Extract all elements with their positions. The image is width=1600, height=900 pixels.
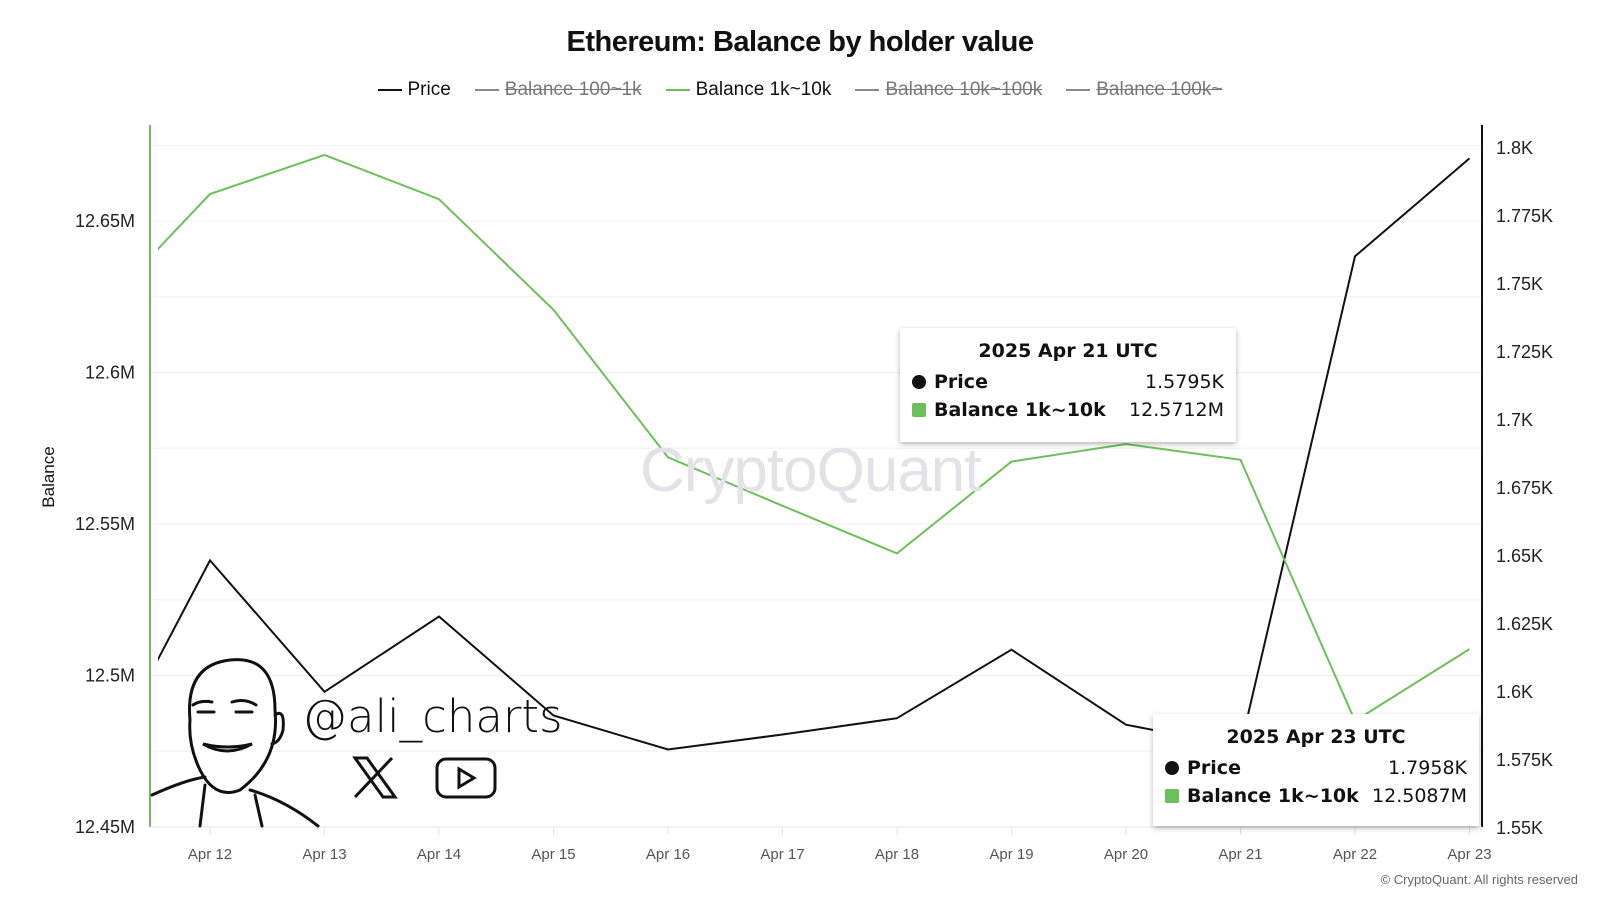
legend-swatch [665, 89, 690, 91]
author-handle: @ali_charts [302, 690, 563, 743]
x-tick-label: Apr 15 [531, 846, 575, 863]
legend-swatch [855, 89, 880, 91]
y-right-tick-label: 1.8K [1496, 138, 1533, 158]
x-tick-label: Apr 23 [1447, 846, 1491, 863]
balance-marker-icon [1165, 789, 1179, 803]
x-tick-label: Apr 22 [1333, 846, 1377, 863]
x-tick-label: Apr 14 [417, 846, 461, 863]
watermark: CryptoQuant [640, 436, 982, 505]
y-left-tick-label: 12.45M [75, 817, 135, 837]
tooltip-value: 12.5712M [1129, 399, 1224, 421]
y-right-tick-label: 1.575K [1496, 750, 1553, 770]
x-tick-label: Apr 21 [1218, 846, 1262, 863]
price-marker-icon [1165, 761, 1179, 775]
legend-swatch [474, 89, 499, 91]
legend-item[interactable]: Balance 100k~ [1066, 79, 1222, 101]
tooltip-value: 1.5795K [1145, 371, 1224, 393]
price-marker-icon [912, 375, 926, 389]
legend-label: Price [407, 79, 451, 100]
legend-label: Balance 100~1k [504, 79, 642, 100]
tooltip-value: 1.7958K [1388, 757, 1467, 779]
tooltip-label: Price [934, 371, 988, 393]
y-right-tick-label: 1.65K [1496, 546, 1543, 566]
chart-title: Ethereum: Balance by holder value [566, 26, 1034, 58]
y-left-tick-label: 12.55M [75, 514, 135, 534]
legend-swatch [377, 89, 402, 91]
x-tick-label: Apr 12 [188, 846, 232, 863]
y-right-tick-label: 1.625K [1496, 614, 1553, 634]
x-tick-label: Apr 16 [646, 846, 690, 863]
y-right-tick-label: 1.725K [1496, 342, 1553, 362]
x-tick-label: Apr 20 [1104, 846, 1148, 863]
y-right-tick-label: 1.75K [1496, 274, 1543, 294]
y-right-tick-label: 1.55K [1496, 818, 1543, 838]
y-right-tick-label: 1.7K [1496, 410, 1533, 430]
y-right-tick-label: 1.675K [1496, 478, 1553, 498]
balance-marker-icon [912, 403, 926, 417]
legend-label: Balance 100k~ [1096, 79, 1223, 100]
y-left-tick-label: 12.65M [75, 211, 135, 231]
tooltip-value: 12.5087M [1372, 785, 1467, 807]
tooltip-label: Balance 1k~10k [934, 399, 1106, 421]
tooltip-label: Balance 1k~10k [1187, 785, 1359, 807]
tooltip-apr23: 2025 Apr 23 UTC Price 1.7958K Balance 1k~… [1153, 714, 1479, 826]
y-right-tick-label: 1.775K [1496, 206, 1553, 226]
legend-item[interactable]: Balance 100~1k [474, 79, 642, 101]
tooltip-label: Price [1187, 757, 1241, 779]
y-axis-label: Balance [39, 446, 58, 507]
y-right-tick-label: 1.6K [1496, 682, 1533, 702]
tooltip-apr21: 2025 Apr 21 UTC Price 1.5795K Balance 1k~… [900, 328, 1236, 442]
legend: Price Balance 100~1k Balance 1k~10k Balance… [0, 79, 1600, 101]
x-tick-label: Apr 17 [760, 846, 804, 863]
tooltip-date: 2025 Apr 23 UTC [1226, 726, 1406, 748]
legend-item[interactable]: Balance 1k~10k [665, 79, 832, 101]
y-left-tick-label: 12.6M [85, 363, 135, 383]
legend-label: Balance 10k~100k [885, 79, 1043, 100]
series-line-balance-1k-10k [158, 153, 1471, 723]
x-tick-label: Apr 19 [989, 846, 1033, 863]
tooltip-date: 2025 Apr 21 UTC [978, 340, 1158, 362]
legend-label: Balance 1k~10k [695, 79, 832, 100]
legend-item[interactable]: Balance 10k~100k [855, 79, 1042, 101]
legend-item[interactable]: Price [377, 79, 451, 101]
copyright: © CryptoQuant. All rights reserved [1380, 872, 1578, 887]
legend-swatch [1066, 89, 1091, 91]
x-tick-label: Apr 13 [302, 846, 346, 863]
x-tick-label: Apr 18 [875, 846, 919, 863]
y-left-tick-label: 12.5M [85, 666, 135, 686]
